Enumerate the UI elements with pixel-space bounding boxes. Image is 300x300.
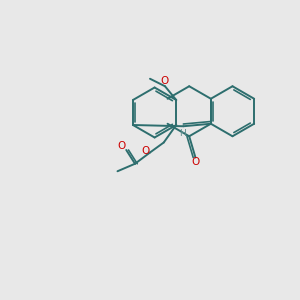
Text: O: O <box>118 141 126 151</box>
Text: O: O <box>160 76 169 86</box>
Text: O: O <box>191 157 200 167</box>
Text: O: O <box>141 146 150 156</box>
Text: H: H <box>179 129 185 138</box>
